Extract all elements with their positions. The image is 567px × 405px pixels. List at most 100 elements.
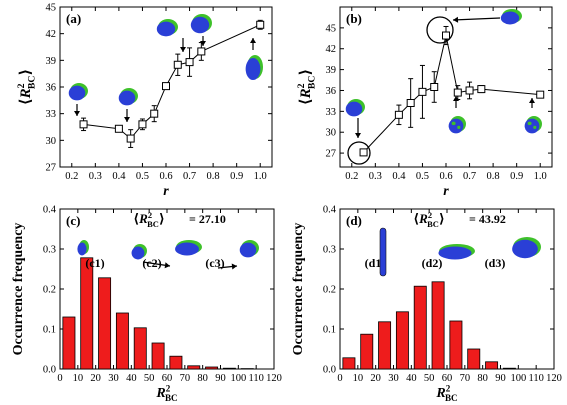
structure-icon bbox=[524, 116, 542, 134]
mean-symbol-text: ⟨R2 BC⟩ bbox=[413, 210, 445, 229]
x-tick-label: 0.4 bbox=[392, 171, 406, 182]
x-axis-title-text: R2 BC bbox=[155, 383, 177, 403]
bar bbox=[502, 367, 516, 370]
x-tick-label: 30 bbox=[108, 373, 119, 384]
sub-label: (d2) bbox=[422, 256, 443, 270]
series-line bbox=[83, 24, 261, 140]
mean-symbol: ⟨R2 BC⟩ bbox=[133, 210, 165, 229]
data-point bbox=[256, 20, 265, 29]
data-point bbox=[406, 99, 415, 107]
x-tick-label: 0 bbox=[57, 373, 62, 384]
x-tick-label: 0.9 bbox=[230, 171, 243, 182]
y-tick-label: 0.0 bbox=[43, 365, 56, 376]
x-tick-label: 90 bbox=[495, 373, 506, 384]
arrow-icon bbox=[529, 98, 535, 108]
arrow-icon bbox=[74, 104, 80, 116]
x-tick-label: 0.5 bbox=[136, 171, 149, 182]
data-point bbox=[138, 120, 147, 129]
data-point bbox=[126, 134, 135, 143]
x-tick-label: 70 bbox=[460, 373, 471, 384]
data-point bbox=[453, 88, 462, 97]
data-point bbox=[359, 148, 368, 157]
structure-icon bbox=[239, 240, 259, 258]
structure-icon bbox=[245, 55, 263, 81]
x-tick-label: 80 bbox=[197, 373, 208, 384]
structure-icon bbox=[77, 240, 89, 256]
panel-a: 0.2 0.3 0.4 0.5 0.6 0.7 0.8 0.9 1.0 27 30 33 36 39 42 4… bbox=[46, 3, 273, 199]
data-point bbox=[465, 86, 474, 95]
y-tick-label: 0.4 bbox=[323, 205, 337, 216]
bar bbox=[187, 365, 201, 370]
bar bbox=[115, 312, 129, 370]
bar bbox=[205, 366, 219, 370]
arrow-icon bbox=[217, 263, 238, 270]
arrow-icon bbox=[124, 109, 130, 122]
structure-icon bbox=[448, 116, 466, 134]
y-tick-label: 39 bbox=[46, 56, 57, 67]
panel-label: (b) bbox=[346, 11, 362, 26]
y-tick-label: 27 bbox=[46, 163, 57, 174]
arrow-icon bbox=[250, 38, 256, 50]
x-axis-title: r bbox=[163, 184, 169, 199]
bar bbox=[449, 320, 463, 370]
structure-icon bbox=[156, 19, 178, 37]
x-tick-label: 20 bbox=[370, 373, 381, 384]
x-tick-label: 0 bbox=[337, 373, 342, 384]
y-tick-label: 39 bbox=[326, 65, 337, 76]
y-tick-label: 0.0 bbox=[323, 365, 336, 376]
y-tick-label: 30 bbox=[326, 128, 337, 139]
y-tick-label: 0.4 bbox=[43, 205, 57, 216]
x-tick-label: 120 bbox=[266, 373, 282, 384]
structure-icon bbox=[379, 227, 387, 277]
x-tick-label: 10 bbox=[353, 373, 364, 384]
sub-label: (d3) bbox=[485, 256, 506, 270]
bar bbox=[342, 357, 356, 370]
bar bbox=[431, 281, 445, 370]
arrow-icon bbox=[142, 261, 171, 269]
bar bbox=[222, 367, 236, 370]
x-tick-label: 80 bbox=[477, 373, 488, 384]
data-point bbox=[430, 83, 439, 91]
arrow-icon bbox=[452, 16, 501, 23]
y-tick-label: 36 bbox=[326, 86, 337, 97]
structure-icon bbox=[175, 240, 202, 256]
x-tick-label: 40 bbox=[406, 373, 417, 384]
x-tick-label: 70 bbox=[180, 373, 191, 384]
bar bbox=[151, 342, 165, 370]
x-axis-title: r bbox=[443, 184, 449, 199]
arrow-icon bbox=[200, 36, 206, 46]
x-tick-label: 0.7 bbox=[463, 171, 476, 182]
y-axis-title: ⟨R2BC⟩ bbox=[296, 69, 318, 105]
data-point bbox=[536, 90, 545, 99]
highlight-circle bbox=[347, 141, 371, 165]
x-tick-label: 120 bbox=[546, 373, 562, 384]
data-point bbox=[162, 82, 170, 91]
bar bbox=[169, 355, 183, 370]
arrow-icon bbox=[180, 38, 186, 52]
structure-icon bbox=[118, 88, 138, 106]
y-axis-title: ⟨R2BC⟩ bbox=[16, 69, 38, 105]
y-tick-label: 27 bbox=[326, 149, 337, 160]
y-axis-title-text: ⟨R2BC⟩ bbox=[296, 69, 318, 105]
x-tick-label: 50 bbox=[424, 373, 435, 384]
x-tick-label: 30 bbox=[388, 373, 399, 384]
y-tick-label: 0.2 bbox=[43, 285, 56, 296]
bar bbox=[80, 257, 94, 370]
x-tick-label: 100 bbox=[230, 373, 246, 384]
x-tick-label: 0.9 bbox=[510, 171, 523, 182]
bar bbox=[62, 316, 76, 370]
x-tick-label: 60 bbox=[442, 373, 453, 384]
x-tick-label: 90 bbox=[215, 373, 226, 384]
data-point bbox=[442, 31, 450, 40]
data-point bbox=[114, 124, 123, 133]
y-tick-label: 33 bbox=[46, 109, 57, 120]
y-tick-label: 45 bbox=[46, 3, 57, 14]
bar bbox=[378, 321, 392, 370]
mean-symbol-text: ⟨R2 BC⟩ bbox=[133, 210, 165, 229]
x-tick-label: 20 bbox=[90, 373, 101, 384]
sub-label: (c3) bbox=[205, 256, 224, 270]
arrow-icon bbox=[453, 96, 459, 108]
panel-d: 0 10 20 30 40 50 60 70 80 90 100 110 120 0.0 0.1 0.2 0.3… bbox=[291, 205, 562, 385]
highlight-circle bbox=[426, 16, 454, 44]
x-tick-label: 0.8 bbox=[487, 171, 500, 182]
